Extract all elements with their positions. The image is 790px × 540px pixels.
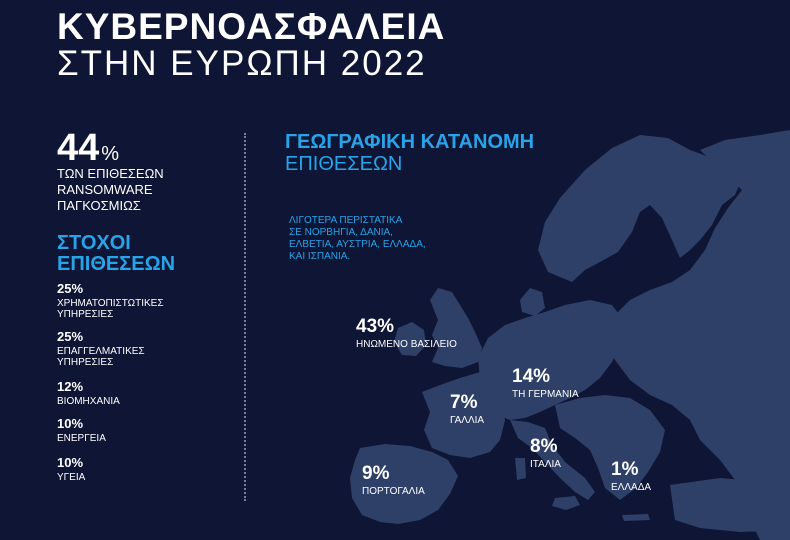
country-value: 9% bbox=[362, 463, 390, 484]
ireland-shape bbox=[394, 322, 426, 356]
country-value: 1% bbox=[611, 459, 639, 480]
target-value: 10% bbox=[57, 416, 84, 431]
target-label: ΥΠΗΡΕΣΙΕΣ bbox=[57, 357, 114, 368]
target-label: ΥΓΕΙΑ bbox=[57, 472, 86, 483]
country-label: ΙΤΑΛΙΑ bbox=[530, 459, 561, 470]
targets-heading-line: ΣΤΟΧΟΙ bbox=[57, 232, 131, 254]
country-label: ΠΟΡΤΟΓΑΛΙΑ bbox=[362, 486, 425, 497]
geo-heading: ΓΕΩΓΡΑΦΙΚΗ ΚΑΤΑΝΟΜΗ bbox=[285, 131, 535, 153]
ransomware-label: ΤΩΝ ΕΠΙΘΕΣΕΩΝ RANSOMWARE ΠΑΓΚΟΣΜΙΩΣ bbox=[57, 166, 227, 214]
country-value: 7% bbox=[450, 392, 478, 413]
page-subtitle: ΣΤΗΝ ΕΥΡΩΠΗ 2022 bbox=[57, 44, 427, 83]
balkans-shape bbox=[555, 395, 665, 500]
central-europe-shape bbox=[478, 300, 625, 420]
iberia-shape bbox=[350, 444, 458, 524]
country-label: ΕΛΛΑΔΑ bbox=[611, 482, 652, 493]
country-portugal: 9% ΠΟΡΤΟΓΑΛΙΑ bbox=[362, 463, 425, 497]
country-france: 7% ΓΑΛΛΙΑ bbox=[450, 392, 484, 426]
target-label: ΥΠΗΡΕΣΙΕΣ bbox=[57, 309, 114, 320]
target-label: ΒΙΟΜΗΧΑΝΙΑ bbox=[57, 396, 120, 407]
target-item: 12% ΒΙΟΜΗΧΑΝΙΑ bbox=[57, 379, 237, 407]
target-value: 10% bbox=[57, 455, 84, 470]
ransomware-label-line: RANSOMWARE bbox=[57, 182, 153, 197]
geo-note: ΛΙΓΟΤΕΡΑ ΠΕΡΙΣΤΑΤΙΚΑ ΣΕ ΝΟΡΒΗΓΙΑ, ΔΑΝΙΑ,… bbox=[289, 215, 464, 263]
ransomware-unit: % bbox=[101, 143, 120, 165]
country-germany: 14% ΤΗ ΓΕΡΜΑΝΙΑ bbox=[512, 366, 579, 400]
target-item: 10% ΕΝΕΡΓΕΙΑ bbox=[57, 416, 237, 444]
targets-heading: ΣΤΟΧΟΙ ΕΠΙΘΕΣΕΩΝ bbox=[57, 233, 175, 275]
france-shape bbox=[422, 372, 505, 458]
dotted-divider bbox=[244, 133, 246, 501]
target-item: 25% ΧΡΗΜΑΤΟΠΙΣΤΩΤΙΚΕΣ ΥΠΗΡΕΣΙΕΣ bbox=[57, 281, 237, 320]
target-value: 12% bbox=[57, 379, 84, 394]
italy-shape bbox=[510, 420, 595, 500]
target-item: 25% ΕΠΑΓΓΕΛΜΑΤΙΚΕΣ ΥΠΗΡΕΣΙΕΣ bbox=[57, 329, 237, 368]
targets-heading-line: ΕΠΙΘΕΣΕΩΝ bbox=[57, 253, 176, 275]
country-label: ΗΝΩΜΕΝΟ ΒΑΣΙΛΕΙΟ bbox=[356, 339, 457, 350]
target-label: ΕΠΑΓΓΕΛΜΑΤΙΚΕΣ bbox=[57, 346, 145, 357]
target-value: 25% bbox=[57, 329, 84, 344]
country-value: 14% bbox=[512, 366, 551, 387]
crete-shape bbox=[622, 514, 650, 521]
country-value: 43% bbox=[356, 316, 395, 337]
denmark-shape bbox=[520, 288, 545, 316]
ransomware-stat: 44% bbox=[57, 127, 119, 170]
ransomware-label-line: ΤΩΝ ΕΠΙΘΕΣΕΩΝ bbox=[57, 166, 164, 181]
sicily-shape bbox=[552, 496, 580, 510]
country-value: 8% bbox=[530, 436, 558, 457]
country-greece: 1% ΕΛΛΑΔΑ bbox=[611, 459, 651, 493]
geo-note-line: ΚΑΙ ΙΣΠΑΝΙΑ. bbox=[289, 251, 351, 262]
great-britain-shape bbox=[430, 288, 482, 368]
country-label: ΓΑΛΛΙΑ bbox=[450, 415, 485, 426]
geo-note-line: ΛΙΓΟΤΕΡΑ ΠΕΡΙΣΤΑΤΙΚΑ bbox=[289, 215, 403, 226]
country-uk: 43% ΗΝΩΜΕΝΟ ΒΑΣΙΛΕΙΟ bbox=[356, 316, 457, 350]
ransomware-label-line: ΠΑΓΚΟΣΜΙΩΣ bbox=[57, 198, 141, 213]
geo-subheading: ΕΠΙΘΕΣΕΩΝ bbox=[285, 153, 403, 175]
eastern-europe-shape bbox=[605, 130, 790, 540]
country-label: ΤΗ ΓΕΡΜΑΝΙΑ bbox=[512, 389, 579, 400]
page-title: ΚΥΒΕΡΝΟΑΣΦΑΛΕΙΑ bbox=[57, 6, 446, 47]
target-label: ΧΡΗΜΑΤΟΠΙΣΤΩΤΙΚΕΣ bbox=[57, 298, 164, 309]
geo-note-line: ΕΛΒΕΤΙΑ, ΑΥΣΤΡΙΑ, ΕΛΛΑΔΑ, bbox=[289, 239, 426, 250]
turkey-shape bbox=[670, 478, 790, 532]
scandinavia-shape bbox=[538, 135, 742, 282]
target-item: 10% ΥΓΕΙΑ bbox=[57, 455, 237, 483]
ransomware-value: 44 bbox=[57, 127, 100, 169]
sardinia-shape bbox=[515, 458, 526, 480]
target-label: ΕΝΕΡΓΕΙΑ bbox=[57, 433, 106, 444]
target-value: 25% bbox=[57, 281, 84, 296]
geo-note-line: ΣΕ ΝΟΡΒΗΓΙΑ, ΔΑΝΙΑ, bbox=[289, 227, 393, 238]
country-italy: 8% ΙΤΑΛΙΑ bbox=[530, 436, 561, 470]
